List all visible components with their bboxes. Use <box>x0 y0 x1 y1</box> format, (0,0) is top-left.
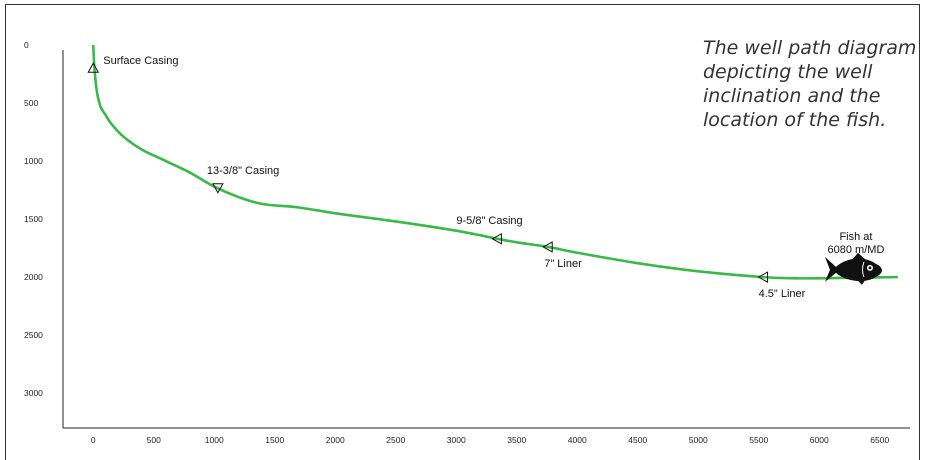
x-tick-label: 2500 <box>386 435 405 445</box>
caption: The well path diagram depicting the well… <box>703 36 923 132</box>
y-tick-label: 1000 <box>24 156 43 166</box>
casing-label: 4.5" Liner <box>759 288 806 300</box>
y-tick-label: 2000 <box>24 272 43 282</box>
y-tick-label: 3000 <box>24 388 43 398</box>
x-tick-label: 6500 <box>870 435 889 445</box>
well-path-line <box>91 44 898 280</box>
fish-gill <box>861 261 865 278</box>
x-tick-label: 500 <box>147 435 161 445</box>
x-tick-labels: 0 500 1000 1500 2000 2500 3000 3500 4000 4500 5000… <box>91 435 890 445</box>
x-tick-label: 4000 <box>568 435 587 445</box>
x-tick-label: 2000 <box>326 435 345 445</box>
casing-marker-icon <box>491 232 502 245</box>
casing-marker-icon <box>542 241 553 253</box>
y-tick-label: 1500 <box>24 214 43 224</box>
casing-marker-icon <box>757 271 769 283</box>
caption-line: depicting the well <box>703 61 873 83</box>
casing-label: Surface Casing <box>103 55 178 67</box>
caption-line: The well path diagram <box>703 37 917 59</box>
casing-label: 7" Liner <box>544 258 582 270</box>
fish-label: 6080 m/MD <box>828 244 885 256</box>
casing-label: 13-3/8" Casing <box>207 165 279 177</box>
x-tick-label: 3000 <box>447 435 466 445</box>
fish-body <box>824 256 882 282</box>
x-tick-label: 1000 <box>205 435 224 445</box>
x-tick-label: 6000 <box>810 435 829 445</box>
fish-fin <box>851 252 866 260</box>
x-tick-label: 5000 <box>689 435 708 445</box>
y-tick-label: 2500 <box>24 330 43 340</box>
x-tick-label: 5500 <box>749 435 768 445</box>
x-tick-label: 1500 <box>265 435 284 445</box>
y-tick-label: 500 <box>24 98 38 108</box>
caption-line: inclination and the <box>703 85 881 107</box>
casing-markers: Surface Casing 13-3/8" Casing 9-5/8" Casin… <box>87 55 806 300</box>
fish-pupil <box>868 266 872 270</box>
x-tick-label: 3500 <box>507 435 526 445</box>
fish-fin <box>855 278 866 285</box>
figure-frame <box>5 4 920 460</box>
x-tick-label: 0 <box>91 435 96 445</box>
y-tick-labels: 0 500 1000 1500 2000 2500 3000 <box>24 40 43 398</box>
casing-marker-icon <box>87 62 100 73</box>
casing-marker-icon <box>212 183 224 194</box>
caption-line: location of the fish. <box>703 109 887 131</box>
casing-label: 9-5/8" Casing <box>456 215 522 227</box>
x-tick-label: 4500 <box>628 435 647 445</box>
y-tick-label: 0 <box>24 40 29 50</box>
fish-label: Fish at <box>839 231 872 243</box>
axes <box>62 50 910 429</box>
